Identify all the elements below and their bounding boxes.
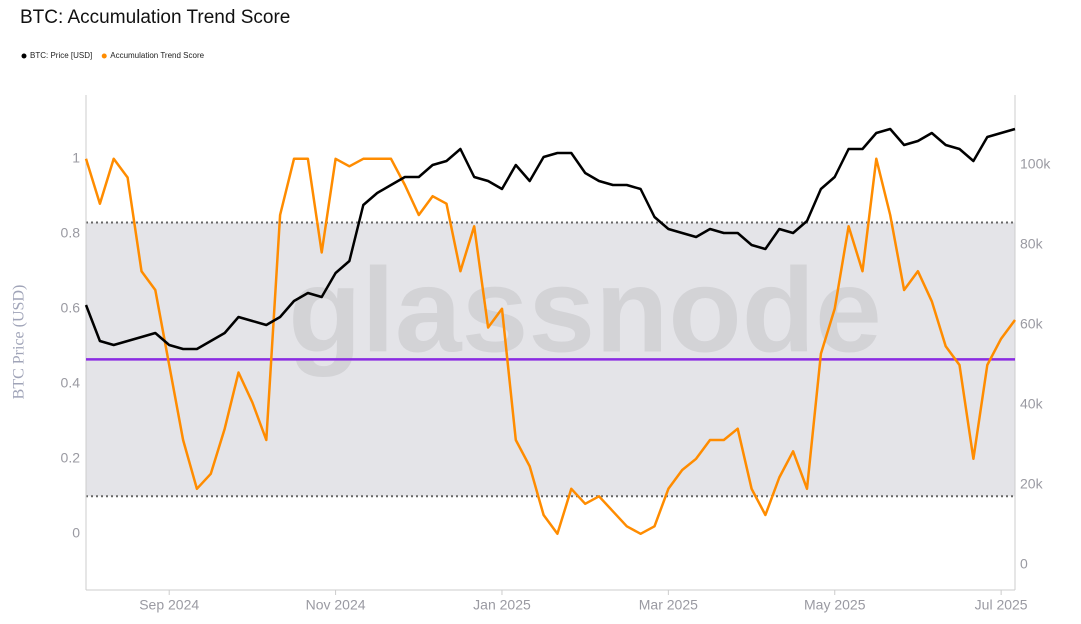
x-tick-label: Sep 2024 [139, 597, 199, 613]
x-tick-label: Jul 2025 [975, 597, 1028, 613]
series-line [84, 157, 1017, 536]
y2-tick-label: 60k [1020, 316, 1044, 332]
y2-tick-label: 80k [1020, 236, 1044, 252]
y-tick-label: 0.2 [61, 449, 81, 465]
legend-label: BTC: Price [USD] [30, 51, 92, 60]
chart-title: BTC: Accumulation Trend Score [20, 7, 290, 28]
y-axis-label: BTC Price (USD) [11, 285, 28, 400]
y-tick-label: 0 [72, 524, 80, 540]
legend-swatch [101, 53, 107, 59]
series-line [84, 127, 1016, 351]
legend-swatch [21, 53, 27, 59]
x-tick-label: Mar 2025 [639, 597, 698, 613]
y2-tick-label: 0 [1020, 556, 1028, 572]
y2-tick-label: 40k [1020, 396, 1044, 412]
y2-tick-label: 100k [1020, 156, 1051, 172]
y-tick-label: 0.8 [61, 224, 81, 240]
legend-label: Accumulation Trend Score [110, 51, 204, 60]
y-tick-label: 0.6 [61, 299, 81, 315]
x-tick-label: Nov 2024 [306, 597, 366, 613]
y-tick-label: 1 [72, 149, 80, 165]
x-tick-label: May 2025 [804, 597, 866, 613]
x-tick-label: Jan 2025 [473, 597, 531, 613]
watermark: glassnode [288, 244, 882, 378]
y2-tick-label: 20k [1020, 476, 1044, 492]
y-tick-label: 0.4 [61, 374, 81, 390]
